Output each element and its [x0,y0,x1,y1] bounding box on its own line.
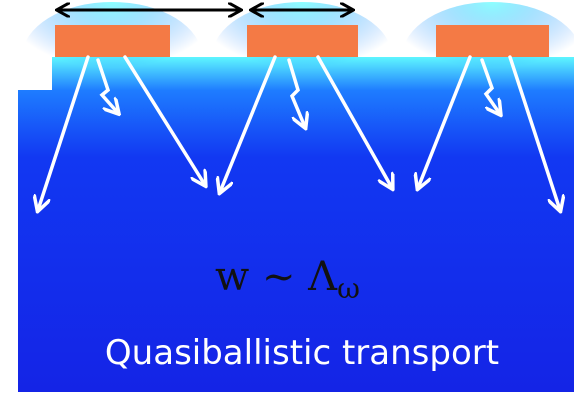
formula-main: w ~ Λ [215,254,338,300]
caption: Quasiballistic transport [105,333,499,373]
diagram: w ~ Λω Quasiballistic transport [0,0,574,403]
heaters [55,25,549,57]
formula-subscript: ω [337,272,360,305]
